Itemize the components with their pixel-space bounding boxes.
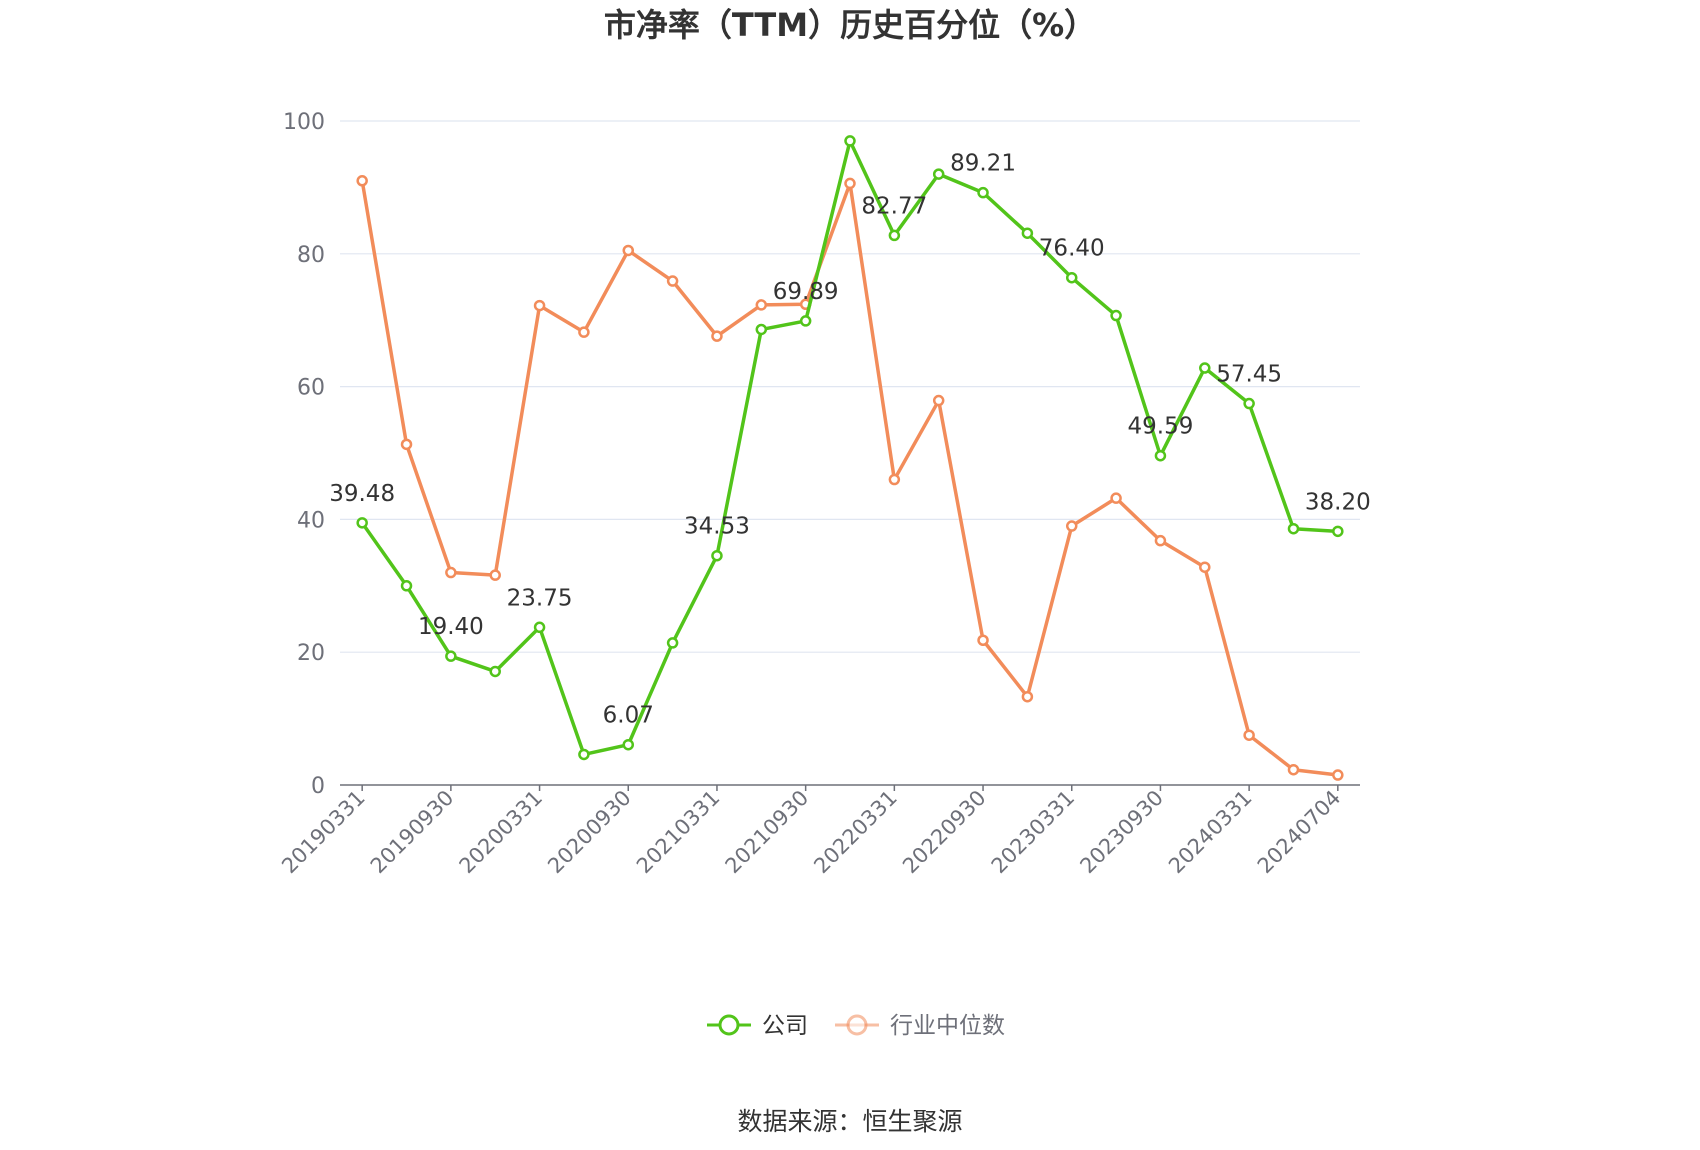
- data-point-industry-median: [932, 394, 945, 407]
- data-point-company: [1243, 397, 1255, 410]
- data-point-company: [445, 650, 457, 662]
- x-tick-label: 20200930: [543, 786, 636, 879]
- series-line-industry-median: [360, 179, 1340, 777]
- data-point-industry-median: [400, 438, 413, 451]
- data-point-industry-median: [1332, 769, 1344, 781]
- legend-item-company[interactable]: 公司: [707, 1013, 808, 1039]
- data-point-company: [578, 748, 590, 761]
- data-point-company: [1065, 271, 1078, 284]
- y-axis: 0 20 40 60 80 100: [283, 110, 325, 799]
- x-tick-label: 20190930: [366, 786, 459, 879]
- data-point-industry-median: [844, 177, 856, 190]
- data-point-industry-median: [1199, 561, 1211, 573]
- grid-lines: [340, 120, 1360, 653]
- data-label: 82.77: [861, 193, 927, 219]
- y-tick-label: 40: [297, 508, 325, 533]
- data-point-industry-median: [445, 566, 457, 579]
- data-label: 76.40: [1039, 236, 1105, 262]
- data-label: 49.59: [1128, 414, 1194, 440]
- x-tick-label: 20240331: [1164, 786, 1257, 879]
- data-point-industry-median: [578, 326, 590, 338]
- y-tick-label: 100: [283, 110, 325, 135]
- x-axis: 2019033120190930202003312020093020210331…: [277, 784, 1360, 879]
- legend-circle-icon: [718, 1014, 740, 1036]
- data-point-company: [932, 168, 945, 180]
- data-point-company: [1110, 309, 1122, 322]
- data-point-industry-median: [755, 299, 768, 311]
- data-point-company: [711, 549, 723, 562]
- data-point-company: [844, 135, 856, 147]
- data-label: 57.45: [1216, 362, 1282, 388]
- x-tick-label: 20220930: [898, 786, 991, 879]
- data-label: 23.75: [507, 585, 573, 611]
- data-point-company: [977, 186, 989, 199]
- data-point-industry-median: [1154, 534, 1167, 547]
- data-point-industry-median: [1243, 729, 1255, 741]
- x-tick-label: 20230930: [1075, 786, 1168, 879]
- data-label: 6.07: [603, 703, 654, 729]
- data-point-industry-median: [1065, 520, 1078, 532]
- data-point-industry-median: [666, 275, 679, 287]
- data-point-industry-median: [1287, 763, 1300, 776]
- data-point-company: [755, 323, 768, 336]
- y-tick-label: 20: [297, 641, 325, 666]
- y-tick-label: 0: [311, 774, 325, 799]
- data-point-company: [666, 637, 679, 649]
- data-point-company: [489, 665, 501, 678]
- legend-item-industry-median[interactable]: 行业中位数: [835, 1013, 1005, 1039]
- series-layer: [356, 135, 1344, 781]
- data-point-industry-median: [356, 175, 368, 187]
- data-point-company: [356, 517, 368, 529]
- data-point-company: [400, 580, 413, 592]
- data-point-industry-median: [1021, 690, 1034, 703]
- data-point-industry-median: [977, 634, 989, 646]
- data-point-industry-median: [888, 473, 901, 486]
- data-point-company: [1154, 449, 1167, 462]
- data-label: 39.48: [329, 481, 395, 507]
- x-tick-label: 20210331: [632, 786, 725, 879]
- data-point-company: [622, 738, 635, 751]
- data-point-company: [1021, 227, 1034, 239]
- data-point-company: [1332, 525, 1344, 538]
- x-tick-label: 20200331: [455, 786, 548, 879]
- data-point-industry-median: [711, 330, 723, 342]
- chart-title: 市净率（TTM）历史百分位（%）: [604, 6, 1096, 44]
- x-tick-label: 20230331: [987, 786, 1080, 879]
- legend-circle-icon: [846, 1014, 868, 1036]
- legend-label-industry-median: 行业中位数: [890, 1013, 1005, 1039]
- x-tick-label: 20240704: [1253, 786, 1346, 879]
- data-point-industry-median: [1110, 492, 1122, 504]
- legend-label-company: 公司: [762, 1013, 808, 1039]
- data-source: 数据来源：恒生聚源: [737, 1107, 962, 1136]
- data-label: 19.40: [418, 614, 484, 640]
- data-point-company: [533, 621, 546, 634]
- data-label: 89.21: [950, 151, 1016, 177]
- x-tick-label: 20210930: [721, 786, 814, 879]
- data-point-industry-median: [489, 569, 501, 581]
- data-point-company: [888, 229, 901, 242]
- data-labels: 39.48 19.40 23.75 6.07 34.53 69.89 82.77 89.21 7…: [329, 151, 1371, 729]
- data-point-company: [799, 315, 812, 327]
- legend[interactable]: 公司 行业中位数: [707, 1013, 1005, 1039]
- data-point-company: [1199, 362, 1211, 374]
- data-point-industry-median: [533, 299, 546, 312]
- data-point-company: [1287, 522, 1300, 535]
- x-tick-label: 20190331: [277, 786, 370, 879]
- data-label: 34.53: [684, 514, 750, 540]
- data-label: 38.20: [1305, 489, 1371, 515]
- data-point-industry-median: [622, 244, 635, 257]
- y-tick-label: 60: [297, 376, 325, 401]
- x-tick-label: 20220331: [809, 786, 902, 879]
- series-line-company: [360, 139, 1340, 757]
- y-tick-label: 80: [297, 243, 325, 268]
- data-label: 69.89: [773, 279, 839, 305]
